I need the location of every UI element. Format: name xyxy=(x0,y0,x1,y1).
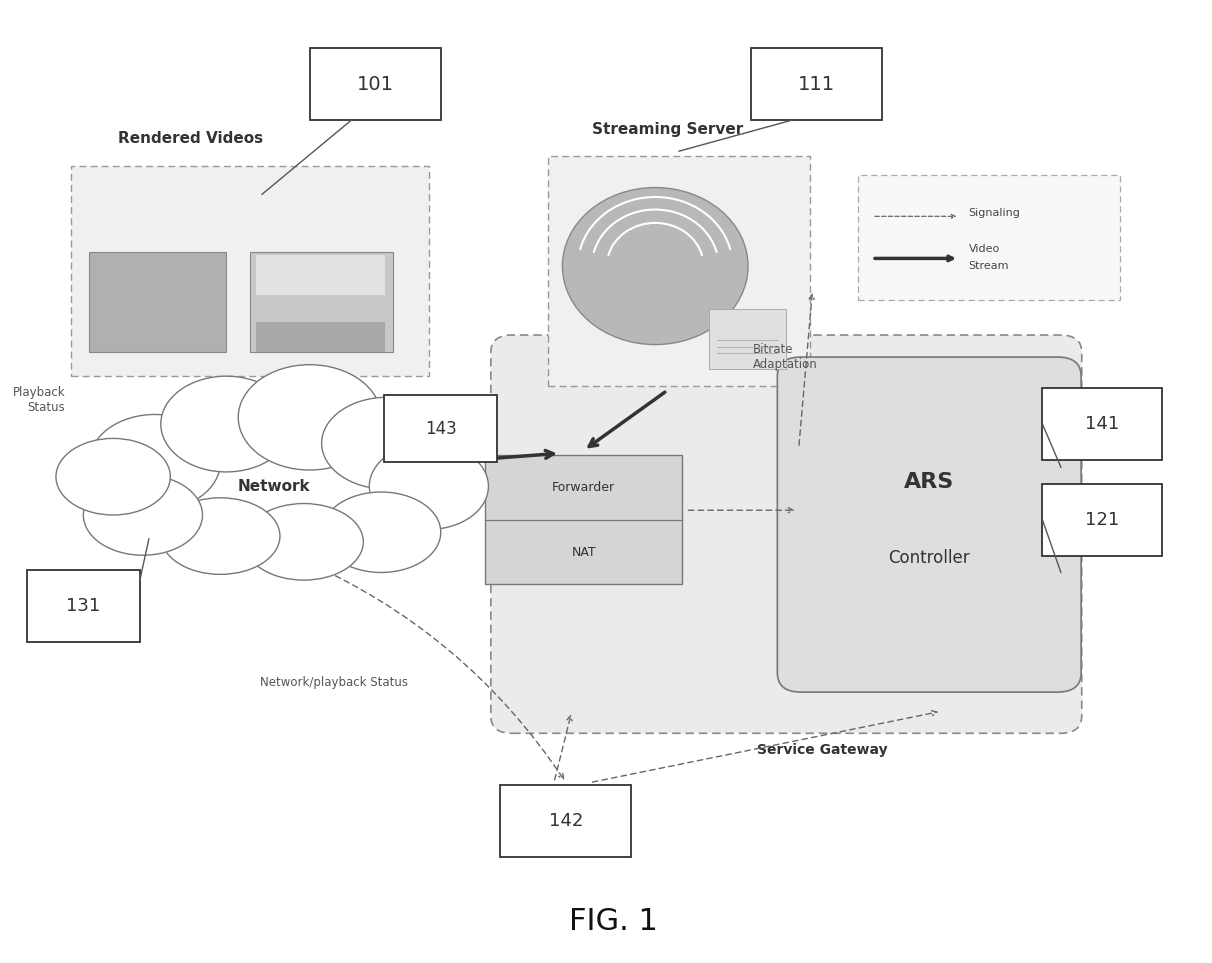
FancyBboxPatch shape xyxy=(486,455,682,585)
Text: 143: 143 xyxy=(425,420,457,438)
Text: NAT: NAT xyxy=(571,546,596,559)
Text: ARS: ARS xyxy=(904,472,954,491)
Text: 142: 142 xyxy=(549,813,583,830)
Text: Streaming Server: Streaming Server xyxy=(591,122,743,137)
FancyBboxPatch shape xyxy=(491,335,1082,733)
Text: 121: 121 xyxy=(1085,510,1119,529)
FancyBboxPatch shape xyxy=(858,175,1120,299)
Text: Stream: Stream xyxy=(968,261,1010,271)
Bar xyxy=(90,251,227,352)
Bar xyxy=(256,322,384,352)
Text: Network: Network xyxy=(238,479,310,494)
FancyBboxPatch shape xyxy=(27,570,139,642)
FancyBboxPatch shape xyxy=(72,166,429,377)
FancyBboxPatch shape xyxy=(548,156,810,386)
Text: Network/playback Status: Network/playback Status xyxy=(259,676,407,690)
Text: Controller: Controller xyxy=(888,549,970,567)
Text: FIG. 1: FIG. 1 xyxy=(570,907,658,936)
Bar xyxy=(256,254,384,295)
Text: Signaling: Signaling xyxy=(968,208,1021,219)
Text: Bitrate
Adaptation: Bitrate Adaptation xyxy=(753,343,818,371)
Text: 101: 101 xyxy=(356,75,394,93)
Bar xyxy=(709,309,787,369)
FancyBboxPatch shape xyxy=(384,396,497,462)
Text: Video: Video xyxy=(968,244,1000,254)
FancyBboxPatch shape xyxy=(1042,388,1161,460)
Text: Rendered Videos: Rendered Videos xyxy=(118,131,263,146)
Text: Forwarder: Forwarder xyxy=(553,481,616,494)
Text: Service Gateway: Service Gateway xyxy=(756,742,887,757)
FancyBboxPatch shape xyxy=(777,357,1081,692)
Ellipse shape xyxy=(107,429,429,544)
Text: 141: 141 xyxy=(1085,415,1119,433)
Ellipse shape xyxy=(562,188,748,345)
Text: 111: 111 xyxy=(797,75,835,93)
Bar xyxy=(250,251,393,352)
FancyBboxPatch shape xyxy=(310,48,441,120)
FancyBboxPatch shape xyxy=(501,786,631,857)
FancyBboxPatch shape xyxy=(750,48,881,120)
FancyBboxPatch shape xyxy=(1042,483,1161,556)
Text: 131: 131 xyxy=(67,597,101,615)
Text: Playback
Status: Playback Status xyxy=(13,386,65,414)
